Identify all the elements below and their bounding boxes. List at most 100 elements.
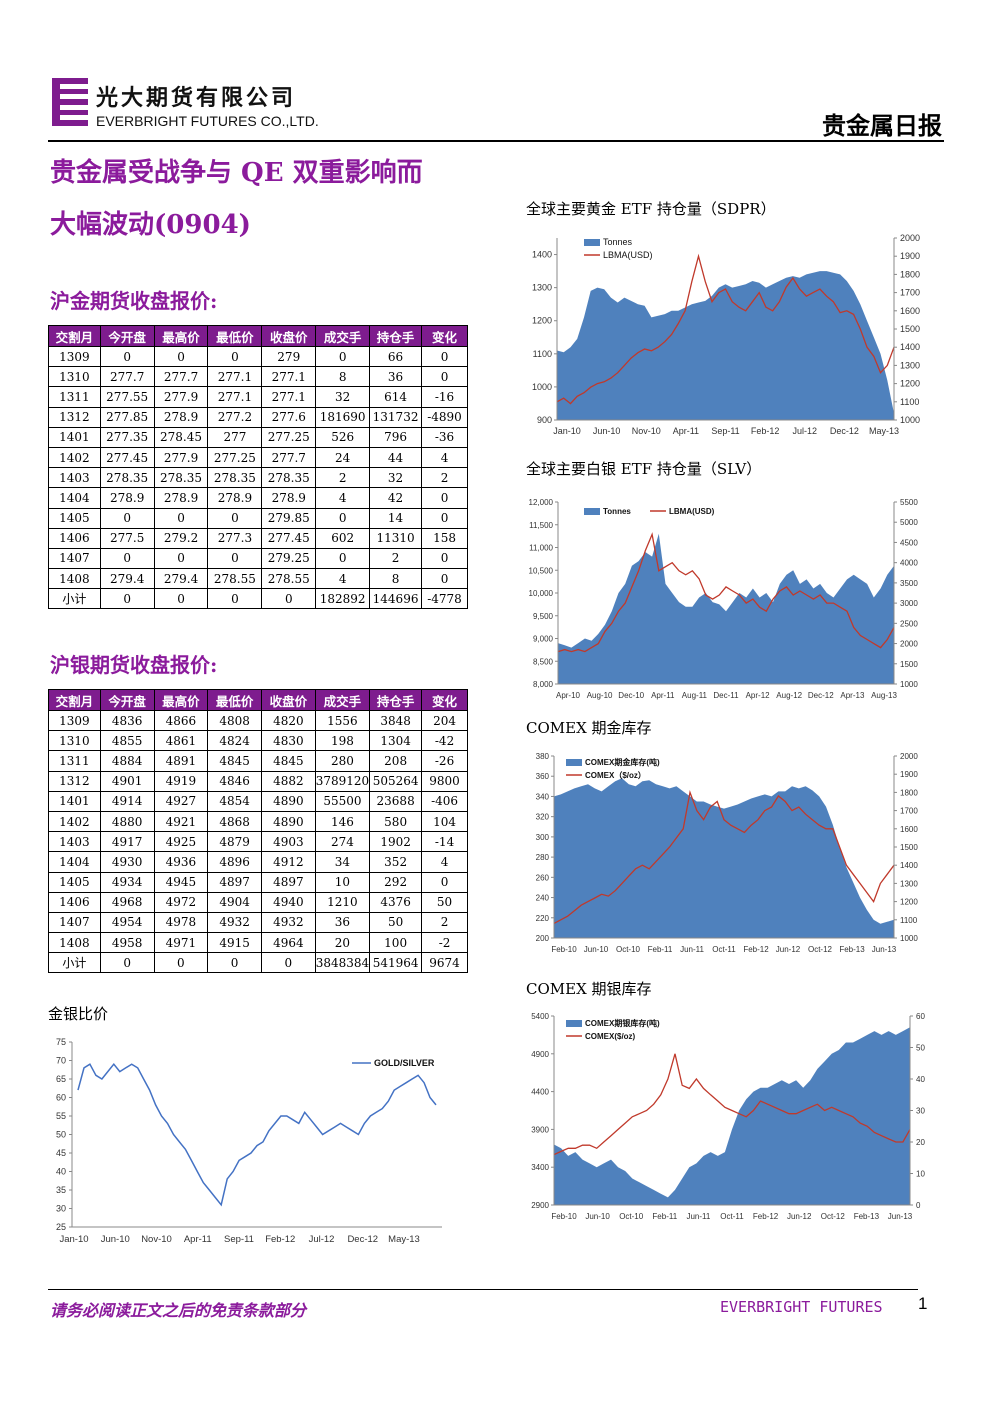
- y-tick-label-right: 1800: [900, 788, 918, 797]
- series-area-gold_etf: [557, 271, 894, 420]
- table-header-row: 交割月 今开盘 最高价 最低价 收盘价 成交手 持仓手 变化: [48, 689, 468, 711]
- table-cell: 1401: [48, 790, 101, 812]
- table-cell: 277.1: [261, 386, 317, 408]
- table-row: 小计 0 0 0 0 3848384 541964 9674: [48, 952, 468, 974]
- table-cell: 14: [369, 507, 423, 529]
- y-tick-label-left: 11,000: [529, 544, 553, 553]
- company-name-cn: 光大期货有限公司: [96, 86, 297, 111]
- comex-silver-chart-title: COMEX 期银库存: [526, 980, 652, 998]
- table-cell: 4882: [260, 770, 316, 792]
- table-cell: 4861: [153, 730, 209, 752]
- table-cell: 小计: [48, 952, 101, 974]
- table-cell: 1312: [48, 406, 101, 428]
- column-header: 最低价: [207, 689, 262, 711]
- table-cell: 277.7: [99, 366, 155, 388]
- table-cell: 4921: [153, 810, 209, 833]
- table-cell: 20: [314, 932, 371, 954]
- series-line-comex_silver: [553, 1053, 911, 1156]
- y-tick-label-right: 1600: [900, 306, 920, 316]
- x-tick-label: Dec-11: [713, 691, 739, 700]
- table-cell: 274: [314, 831, 371, 853]
- x-tick-label: Sep-11: [224, 1234, 254, 1245]
- gold-etf-chart-title: 全球主要黄金 ETF 持仓量（SDPR）: [526, 200, 776, 218]
- table-cell: 2: [421, 911, 468, 934]
- table-cell: 0: [99, 345, 155, 368]
- x-tick-label: Feb-11: [648, 945, 673, 954]
- table-cell: 277.35: [99, 426, 155, 448]
- y-tick-label-left: 260: [536, 873, 550, 882]
- table-cell: 277.9: [153, 386, 209, 408]
- table-cell: 278.9: [207, 487, 263, 509]
- y-tick-label-left: 12,000: [529, 498, 554, 507]
- table-row: 1408 4958 4971 4915 4964 20 100 -2: [48, 932, 468, 954]
- column-header: 最高价: [153, 325, 209, 347]
- report-title-line1: 贵金属受战争与 QE 双重影响而: [50, 158, 423, 188]
- table-cell: 1404: [48, 851, 101, 873]
- y-tick-label-right: 1700: [900, 288, 920, 298]
- y-tick-label-right: 1000: [900, 934, 918, 943]
- y-tick-label: 30: [56, 1204, 66, 1214]
- x-tick-label: Jun-13: [872, 945, 897, 954]
- column-header: 成交手: [315, 325, 371, 347]
- table-cell: -26: [421, 750, 468, 772]
- table-cell: 4934: [99, 871, 155, 893]
- table-cell: 277.1: [261, 366, 317, 388]
- table-cell: 1405: [48, 871, 101, 893]
- table-cell: 277.6: [261, 406, 317, 428]
- table-cell: 277.85: [99, 406, 155, 428]
- table-cell: 279.4: [99, 568, 155, 590]
- x-tick-label: Feb-12: [751, 426, 780, 436]
- table-cell: 182892: [315, 588, 371, 610]
- table-cell: 4808: [207, 709, 262, 732]
- table-row: 1312 277.85 278.9 277.2 277.6 181690 131732 -48…: [48, 406, 468, 428]
- table-cell: 50: [421, 891, 468, 913]
- table-cell: 36: [369, 366, 423, 388]
- table-cell: 0: [421, 547, 468, 570]
- table-cell: 181690: [315, 406, 371, 428]
- table-cell: 4915: [207, 932, 262, 954]
- table-cell: 4936: [153, 851, 209, 873]
- table-cell: 0: [315, 345, 371, 368]
- table-cell: 0: [99, 507, 155, 529]
- y-tick-label-right: 1100: [900, 397, 919, 407]
- table-cell: 0: [207, 588, 263, 610]
- table-cell: 278.35: [207, 467, 263, 489]
- table-cell: 279.25: [261, 547, 317, 570]
- table-cell: 278.9: [153, 487, 209, 509]
- y-tick-label-right: 2500: [900, 619, 918, 628]
- table-cell: 4932: [260, 911, 316, 934]
- y-tick-label-right: 2000: [900, 233, 920, 243]
- silver-etf-chart-title: 全球主要白银 ETF 持仓量（SLV）: [526, 460, 762, 478]
- y-tick-label-right: 1400: [900, 342, 920, 352]
- table-cell: 278.35: [99, 467, 155, 489]
- table-cell: 4896: [207, 851, 262, 873]
- series-area-comex_silver: [554, 1027, 910, 1205]
- table-row: 1405 0 0 0 279.85 0 14 0: [48, 507, 468, 529]
- table-cell: 0: [207, 345, 263, 368]
- table-cell: 4891: [153, 750, 209, 772]
- legend-swatch-area: [584, 239, 600, 246]
- table-cell: 4940: [260, 891, 316, 913]
- y-tick-label-right: 1200: [900, 898, 918, 907]
- table-cell: 1408: [48, 568, 101, 590]
- table-cell: 1404: [48, 487, 101, 509]
- table-row: 1310 4855 4861 4824 4830 198 1304 -42: [48, 730, 468, 752]
- table-row: 1406 4968 4972 4904 4940 1210 4376 50: [48, 891, 468, 913]
- table-cell: 1311: [48, 386, 101, 408]
- table-row: 1402 4880 4921 4868 4890 146 580 104: [48, 810, 468, 833]
- table-cell: 1304: [369, 730, 423, 752]
- x-tick-label: Feb-10: [551, 1212, 577, 1221]
- table-row: 1403 4917 4925 4879 4903 274 1902 -14: [48, 831, 468, 853]
- table-cell: 279.4: [153, 568, 209, 590]
- legend-label-area: COMEX期银库存(吨): [585, 1018, 660, 1028]
- y-tick-label-left: 340: [536, 792, 550, 801]
- table-cell: 1310: [48, 366, 101, 388]
- x-tick-label: Dec-12: [347, 1234, 378, 1245]
- x-tick-label: Oct-10: [619, 1212, 644, 1221]
- table-row: 1404 278.9 278.9 278.9 278.9 4 42 0: [48, 487, 468, 509]
- legend-label-line: COMEX($/oz): [585, 1032, 636, 1041]
- table-cell: -4778: [421, 588, 468, 610]
- table-cell: 0: [207, 952, 262, 974]
- table-cell: 277.7: [153, 366, 209, 388]
- table-cell: 208: [369, 750, 423, 772]
